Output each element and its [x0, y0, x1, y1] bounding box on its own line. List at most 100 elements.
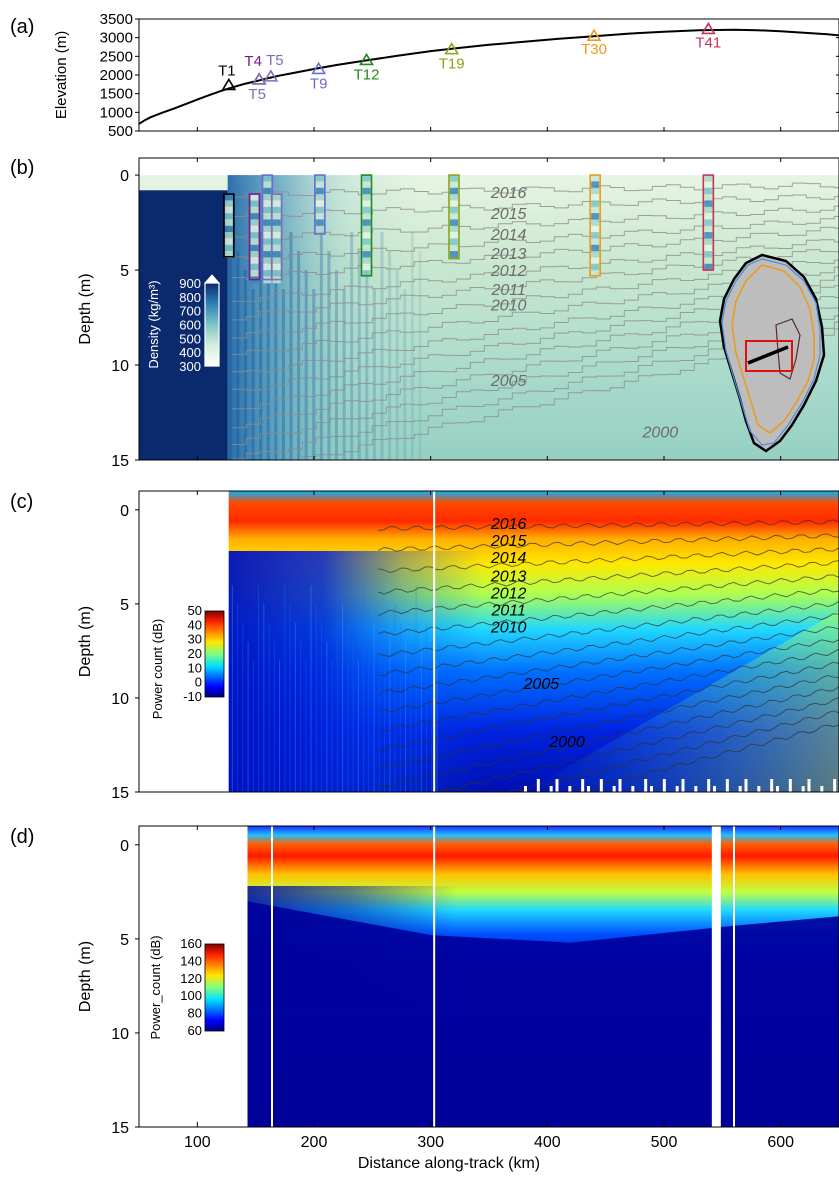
panel-b-label: (b): [10, 157, 34, 179]
station-label: T1: [218, 62, 236, 79]
core-segment: [273, 213, 281, 220]
radar-c-spike: [568, 786, 571, 792]
core-column: [272, 194, 282, 283]
station-label: T12: [354, 66, 380, 83]
core-segment: [450, 200, 458, 207]
year-label: 2013: [490, 569, 527, 586]
panel-d-xtick-label: 300: [417, 1134, 444, 1151]
year-label: 2015: [490, 206, 527, 223]
core-segment: [363, 181, 371, 188]
year-label: 2015: [490, 533, 527, 550]
core-segment: [704, 257, 712, 264]
core-segment: [263, 257, 271, 264]
core-segment: [704, 207, 712, 214]
power-count-colorbar-tick: 80: [188, 1006, 202, 1021]
core-segment: [450, 245, 458, 252]
core-segment: [225, 200, 233, 207]
radar-c-spike: [524, 786, 527, 792]
core-segment: [263, 194, 271, 201]
panel-d-label: (d): [10, 826, 34, 848]
power-colorbar-tick: 10: [188, 660, 202, 675]
core-segment: [251, 219, 259, 226]
core-segment: [263, 270, 271, 277]
core-segment: [251, 207, 259, 214]
power-colorbar-tick: 0: [195, 675, 202, 690]
core-segment: [363, 226, 371, 233]
power-count-colorbar-tick: 100: [180, 988, 202, 1003]
radar-c-spike: [581, 779, 584, 792]
core-segment: [450, 232, 458, 239]
core-segment: [225, 245, 233, 252]
radar-d-gap: [712, 826, 721, 1127]
density-colorbar-tick: 400: [179, 345, 201, 360]
radar-c-spike: [802, 786, 805, 792]
year-label: 2012: [490, 263, 527, 280]
core-segment: [251, 251, 259, 258]
panel-a-ytick-label: 3500: [100, 11, 133, 28]
radar-c-spike: [820, 786, 823, 792]
density-colorbar-tick: 600: [179, 318, 201, 333]
core-segment: [363, 188, 371, 195]
radar-c-spike: [556, 779, 559, 792]
panel-c-ylabel: Depth (m): [77, 606, 94, 677]
panel-c-ytick-label: 0: [120, 503, 129, 520]
core-segment: [450, 238, 458, 245]
panel-d-ytick-label: 5: [120, 932, 129, 949]
core-segment: [251, 270, 259, 277]
core-segment: [363, 251, 371, 258]
core-segment: [225, 194, 233, 201]
density-stripe: [350, 232, 353, 460]
panel-d-xtick-label: 200: [301, 1134, 328, 1151]
core-column: [262, 175, 272, 283]
core-segment: [263, 245, 271, 252]
core-segment: [363, 264, 371, 271]
core-segment: [263, 213, 271, 220]
panel-c-ytick-label: 5: [120, 597, 129, 614]
core-segment: [591, 181, 599, 188]
year-label: 2005: [490, 373, 527, 390]
core-segment: [251, 226, 259, 233]
panel-c-ytick-label: 10: [111, 691, 129, 708]
core-segment: [273, 238, 281, 245]
core-segment: [273, 232, 281, 239]
panel-a-ytick-label: 2000: [100, 67, 133, 84]
core-segment: [225, 219, 233, 226]
core-segment: [363, 232, 371, 239]
core-segment: [316, 226, 324, 233]
station-label: T9: [310, 75, 328, 92]
power-colorbar-tick: -10: [183, 689, 202, 704]
station-label: T4: [244, 53, 262, 70]
power-colorbar-tick: 30: [188, 632, 202, 647]
core-segment: [704, 200, 712, 207]
core-segment: [263, 207, 271, 214]
core-segment: [704, 238, 712, 245]
panel-b-ytick-label: 15: [111, 453, 129, 470]
core-column: [224, 194, 234, 258]
core-segment: [273, 264, 281, 271]
panel-d-ytick-label: 15: [111, 1120, 129, 1137]
density-stripe: [320, 232, 323, 460]
radar-c-spike: [745, 779, 748, 792]
core-segment: [591, 207, 599, 214]
core-segment: [251, 238, 259, 245]
x-axis-label: Distance along-track (km): [358, 1155, 540, 1172]
core-segment: [363, 194, 371, 201]
panel-d-xtick-label: 400: [534, 1134, 561, 1151]
radar-c-spike: [663, 779, 666, 792]
panel-c-field: [139, 491, 839, 801]
radar-c-spike: [550, 786, 553, 792]
density-stripe: [297, 251, 300, 460]
power-colorbar-label: Power count (dB): [150, 619, 165, 719]
core-segment: [704, 181, 712, 188]
radar-c-spike: [631, 786, 634, 792]
panel-b-ytick-label: 10: [111, 358, 129, 375]
core-segment: [704, 213, 712, 220]
core-segment: [316, 213, 324, 220]
core-segment: [263, 181, 271, 188]
core-segment: [316, 200, 324, 207]
core-segment: [591, 264, 599, 271]
panel-a-ytick-label: 2500: [100, 48, 133, 65]
radar-c-spike: [776, 786, 779, 792]
core-segment: [591, 175, 599, 182]
